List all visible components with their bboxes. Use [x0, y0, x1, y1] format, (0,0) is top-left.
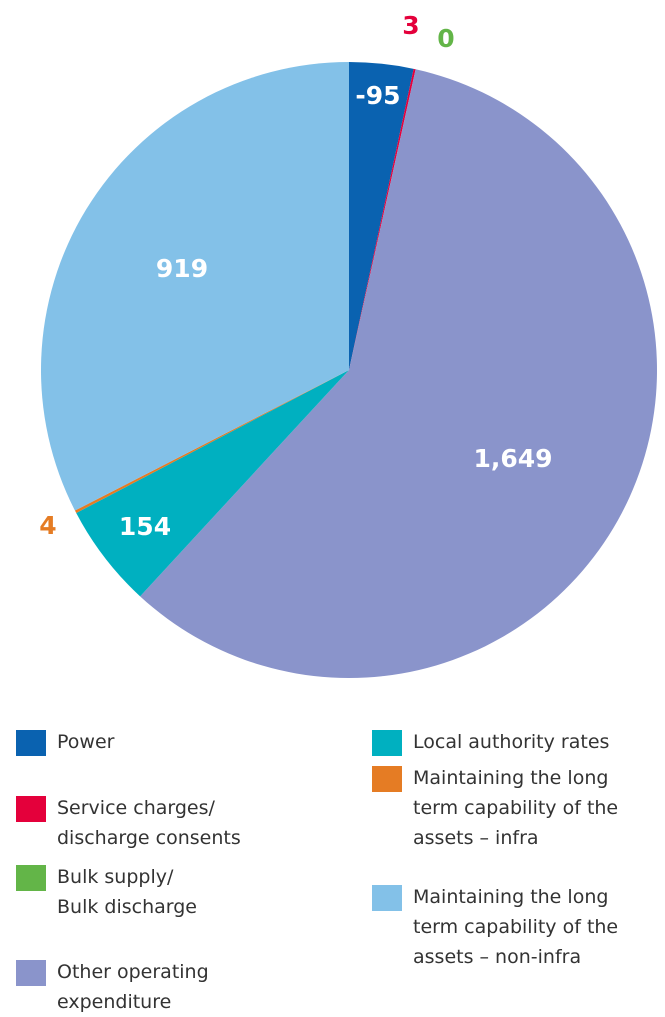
legend-swatch: [16, 730, 46, 756]
legend-label: Maintaining the long term capability of …: [413, 886, 619, 968]
legend-item: Other operating expenditure: [16, 960, 209, 1017]
data-label: 154: [119, 512, 171, 541]
legend-swatch: [16, 960, 46, 986]
pie-slice: [349, 68, 416, 370]
data-label: -95: [355, 81, 400, 110]
legend-item: Power: [16, 730, 114, 757]
legend-label: Other operating expenditure: [57, 961, 209, 1013]
legend-item: Maintaining the long term capability of …: [372, 885, 618, 972]
legend-label: Service charges/ discharge consents: [57, 797, 241, 849]
pie-slice: [349, 62, 414, 370]
pie-slice: [74, 370, 349, 513]
data-label: 3: [402, 11, 419, 40]
legend-swatch: [372, 730, 402, 756]
legend-swatch: [372, 885, 402, 911]
legend-swatch: [372, 766, 402, 792]
data-label: 919: [156, 254, 208, 283]
legend-swatch: [16, 865, 46, 891]
legend-label: Bulk supply/ Bulk discharge: [57, 866, 197, 918]
data-label: 4: [39, 511, 56, 540]
legend-item: Maintaining the long term capability of …: [372, 766, 618, 853]
legend-item: Service charges/ discharge consents: [16, 796, 241, 853]
pie-slice: [140, 69, 658, 679]
legend-swatch: [16, 796, 46, 822]
pie-slice: [40, 62, 350, 511]
pie-slice: [76, 370, 349, 597]
chart: -95 3 0 1,649 154 4 919: [39, 11, 658, 679]
legend-label: Local authority rates: [413, 731, 610, 753]
data-label: 0: [437, 24, 454, 53]
legend-label: Maintaining the long term capability of …: [413, 767, 619, 849]
data-label: 1,649: [473, 444, 552, 473]
legend-label: Power: [57, 731, 115, 753]
legend-item: Local authority rates: [372, 730, 609, 757]
legend-item: Bulk supply/ Bulk discharge: [16, 865, 197, 922]
